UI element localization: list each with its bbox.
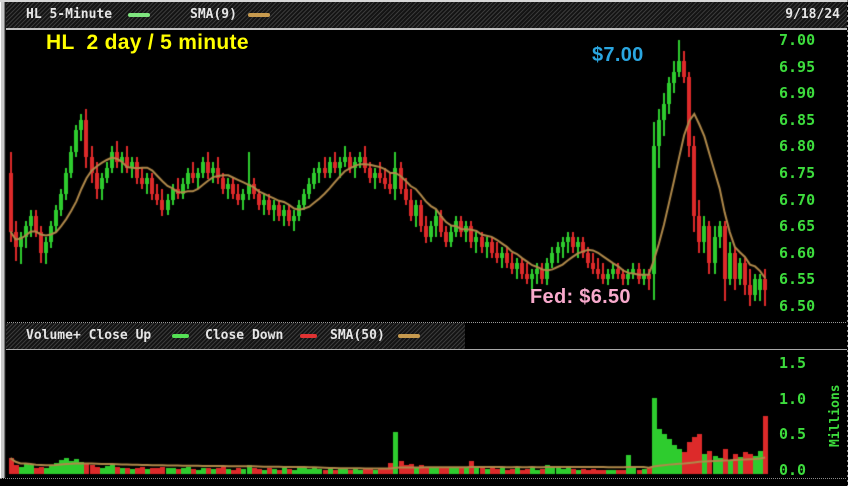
sma50-swatch-icon bbox=[398, 334, 420, 338]
price-axis-tick: 6.55 bbox=[779, 270, 816, 288]
price-axis-tick: 6.95 bbox=[779, 58, 816, 76]
price-series-label[interactable]: HL 5-Minute bbox=[26, 7, 113, 22]
volume-axis-tick: 0.5 bbox=[779, 425, 807, 443]
window-frame-top bbox=[0, 0, 848, 2]
close-up-swatch-icon bbox=[172, 334, 189, 338]
window-frame-left bbox=[0, 0, 6, 486]
price-axis-tick: 6.90 bbox=[779, 84, 816, 102]
sma50-label[interactable]: SMA(50) bbox=[330, 328, 385, 343]
date-label: 9/18/24 bbox=[785, 7, 840, 22]
price-axis-tick: 6.65 bbox=[779, 217, 816, 235]
fed-level-annotation[interactable]: Fed: $6.50 bbox=[530, 286, 631, 308]
sma9-label[interactable]: SMA(9) bbox=[190, 7, 237, 22]
volume-axis-tick: 0.0 bbox=[779, 461, 807, 479]
volume-axis-unit-label: Millions bbox=[828, 384, 843, 448]
price-axis-tick: 6.85 bbox=[779, 111, 816, 129]
price-chart-canvas[interactable] bbox=[0, 28, 848, 322]
volume-axis-tick: 1.5 bbox=[779, 354, 807, 372]
sma9-swatch-icon bbox=[248, 13, 270, 17]
price-axis-tick: 6.50 bbox=[779, 297, 816, 315]
close-down-label[interactable]: Close Down bbox=[205, 328, 284, 343]
price-axis-tick: 6.60 bbox=[779, 244, 816, 262]
high-price-annotation[interactable]: $7.00 bbox=[592, 44, 644, 66]
price-axis-tick: 6.70 bbox=[779, 191, 816, 209]
volume-chart-canvas[interactable] bbox=[0, 348, 848, 478]
volume-legend-hatch bbox=[0, 323, 465, 349]
price-axis-tick: 7.00 bbox=[779, 31, 816, 49]
price-axis-tick: 6.75 bbox=[779, 164, 816, 182]
window-frame-bottom bbox=[0, 478, 848, 486]
chart-title-annotation[interactable]: HL 2 day / 5 minute bbox=[46, 31, 249, 54]
price-series-swatch-icon bbox=[128, 13, 150, 17]
volume-close-up-label[interactable]: Volume+ Close Up bbox=[26, 328, 152, 343]
price-axis-tick: 6.80 bbox=[779, 137, 816, 155]
close-down-swatch-icon bbox=[300, 334, 317, 338]
volume-axis-tick: 1.0 bbox=[779, 390, 807, 408]
price-legend-bar: HL 5-Minute SMA(9) 9/18/24 bbox=[0, 2, 848, 30]
volume-legend-bar: Volume+ Close Up Close Down SMA(50) bbox=[0, 322, 848, 350]
